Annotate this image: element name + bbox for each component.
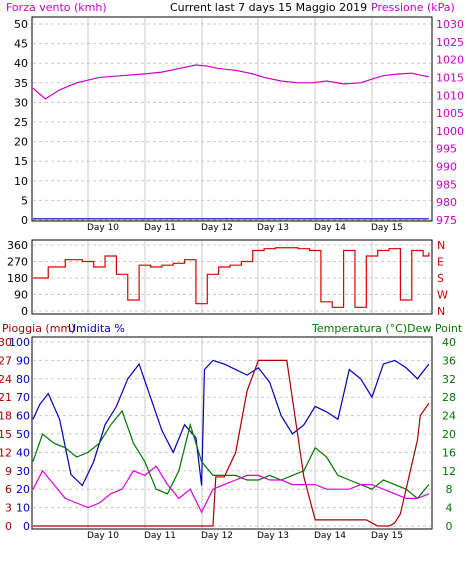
temperature-tick-label: 28	[442, 391, 456, 404]
compass-label: N	[437, 239, 445, 252]
y-tick-label-right: 1030	[436, 18, 464, 31]
x-tick-label: Day 10	[87, 223, 119, 233]
x-tick-label: Day 13	[257, 531, 289, 541]
rain-tick-label: 9	[5, 465, 12, 478]
rain-tick-label: 15	[0, 428, 12, 441]
y-tick-label-right: 990	[436, 161, 457, 174]
wind-direction-line	[33, 247, 430, 308]
humidity-tick-label: 100	[9, 336, 30, 349]
x-tick-label: Day 10	[87, 531, 119, 541]
humidity-tick-label: 40	[16, 446, 30, 459]
y-tick-label-right: 1020	[436, 54, 464, 67]
humidity-tick-label: 80	[16, 373, 30, 386]
x-tick-label: Day 15	[371, 531, 403, 541]
y-tick-label-left: 0	[21, 214, 28, 227]
rain-tick-label: 24	[0, 373, 12, 386]
compass-label: W	[437, 289, 448, 302]
panel-2-frame	[31, 239, 433, 315]
rain-tick-label: 27	[0, 354, 12, 367]
temperature-line	[32, 409, 430, 500]
rain-tick-label: 3	[5, 502, 12, 515]
temperature-tick-label: 12	[442, 465, 456, 478]
compass-label: S	[437, 272, 444, 285]
compass-label: N	[437, 305, 445, 318]
humidity-tick-label: 70	[16, 391, 30, 404]
dewpoint-line	[32, 465, 430, 514]
y-tick-label-left: 5	[21, 194, 28, 207]
y-tick-label-left: 30	[14, 96, 28, 109]
y-tick-label-right: 1000	[436, 125, 464, 138]
x-tick-label: Day 14	[314, 223, 346, 233]
y-tick-label-left: 25	[14, 116, 28, 129]
y-tick-label-right: 1005	[436, 107, 464, 120]
rain-tick-label: 12	[0, 446, 12, 459]
rain-tick-label: 30	[0, 336, 12, 349]
temperature-tick-label: 40	[442, 336, 456, 349]
humidity-tick-label: 90	[16, 354, 30, 367]
temperature-axis-title: Temperatura (°C)Dew Point	[311, 322, 463, 335]
x-tick-label: Day 12	[201, 531, 233, 541]
panel-1-frame	[31, 16, 433, 222]
pressure-line	[32, 64, 429, 100]
y-tick-label-right: 985	[436, 178, 457, 191]
chart-title: Current last 7 days 15 Maggio 2019	[170, 1, 367, 14]
humidity-tick-label: 60	[16, 410, 30, 423]
temperature-tick-label: 8	[446, 483, 453, 496]
y-tick-label-left: 0	[21, 305, 28, 318]
humidity-tick-label: 30	[16, 465, 30, 478]
humidity-tick-label: 20	[16, 483, 30, 496]
y-tick-label-left: 40	[14, 57, 28, 70]
rain-axis-title: Pioggia (mm)	[2, 322, 75, 335]
y-tick-label-left: 15	[14, 155, 28, 168]
x-tick-label: Day 11	[144, 223, 176, 233]
temperature-tick-label: 32	[442, 373, 456, 386]
rain-tick-label: 6	[5, 483, 12, 496]
temperature-tick-label: 16	[442, 446, 456, 459]
y-tick-label-right: 975	[436, 214, 457, 227]
y-tick-label-left: 20	[14, 136, 28, 149]
axis-layer: Day 10 Day 11 Day 12 Day 13 Day 14 Day 15 Day …	[0, 18, 464, 541]
y-tick-label-right: 995	[436, 143, 457, 156]
compass-label: E	[437, 256, 444, 269]
temperature-tick-label: 0	[446, 520, 453, 533]
pressure-axis-title: Pressione (kPa)	[371, 1, 455, 14]
x-tick-label: Day 12	[201, 223, 233, 233]
humidity-tick-label: 50	[16, 428, 30, 441]
rain-tick-label: 0	[5, 520, 12, 533]
temperature-tick-label: 36	[442, 354, 456, 367]
series-layer	[32, 64, 430, 527]
y-tick-label-right: 1025	[436, 36, 464, 49]
y-tick-label-left: 45	[14, 38, 28, 51]
x-tick-label: Day 13	[257, 223, 289, 233]
temperature-tick-label: 20	[442, 428, 456, 441]
y-tick-label-left: 90	[14, 289, 28, 302]
rain-tick-label: 21	[0, 391, 12, 404]
x-tick-label: Day 15	[371, 223, 403, 233]
y-tick-label-left: 35	[14, 77, 28, 90]
rain-line	[33, 359, 430, 527]
x-tick-label: Day 14	[314, 531, 346, 541]
y-tick-label-left: 270	[7, 256, 28, 269]
wind-axis-title: Forza vento (kmh)	[6, 1, 107, 14]
y-tick-label-right: 980	[436, 196, 457, 209]
humidity-axis-title: Umidita %	[68, 322, 125, 335]
humidity-tick-label: 10	[16, 502, 30, 515]
y-tick-label-left: 360	[7, 239, 28, 252]
temperature-tick-label: 24	[442, 410, 456, 423]
y-tick-label-right: 1010	[436, 89, 464, 102]
temperature-tick-label: 4	[446, 502, 453, 515]
y-tick-label-left: 10	[14, 175, 28, 188]
humidity-tick-label: 0	[23, 520, 30, 533]
panel-3-frame	[31, 336, 433, 530]
y-tick-label-right: 1015	[436, 71, 464, 84]
x-tick-label: Day 11	[144, 531, 176, 541]
y-tick-label-left: 180	[7, 272, 28, 285]
humidity-line	[32, 359, 430, 487]
rain-tick-label: 18	[0, 410, 12, 423]
grid-layer	[33, 18, 431, 528]
y-tick-label-left: 50	[14, 18, 28, 31]
